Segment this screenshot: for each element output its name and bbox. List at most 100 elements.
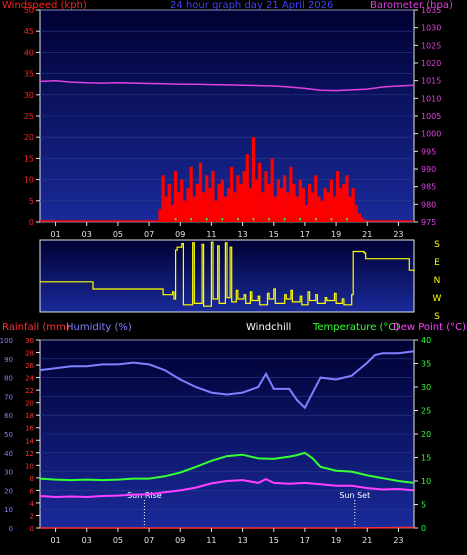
windchill-label: Windchill [246,322,291,333]
windspeed-bar [217,183,221,222]
windspeed-bar [208,188,212,222]
windspeed-bar [214,200,218,222]
windspeed-bar [332,196,337,222]
windspeed-tick-label: 35 [24,70,34,79]
windspeed-tick-label: 15 [24,154,34,163]
humidity-axis: 0 10 20 30 40 50 60 70 80 90 100 [0,337,13,533]
temperature-x-tick-label: 21 [362,536,372,545]
windspeed-bar [289,166,293,222]
barometer-tick-label: 1035 [421,6,441,15]
windspeed-tick-label: 20 [24,133,34,142]
windspeed-bar [198,162,203,222]
barometer-tick-label: 1015 [421,77,441,86]
humidity-line [39,350,415,410]
windspeed-tick-label: 5 [29,197,34,206]
barometer-tick-label: 1010 [421,94,441,103]
wind-x-tick-label: 05 [113,230,123,239]
windspeed-bar [192,196,196,222]
barometer-tick-label: 1030 [421,24,441,33]
windspeed-bar [195,183,199,222]
temperature-x-tick-label: 09 [175,536,185,545]
barometer-tick-label: 1005 [421,112,441,121]
windspeed-tick-label: 40 [24,48,34,57]
windspeed-bar [202,192,206,222]
sun-marker-label: Sun Set [339,491,370,500]
windspeed-bar [189,166,193,222]
wind-gust-mark [330,218,333,222]
windspeed-bar [283,175,287,222]
windspeed-bar [236,175,240,222]
windspeed-bar [251,137,256,222]
rainfall-line [40,526,415,529]
wind-gust-mark [221,218,224,222]
barometer-tick-label: 1020 [421,59,441,68]
compass-label: W [433,294,442,304]
temperature-x-axis: 01 03 05 07 09 11 13 15 17 19 21 23 [50,528,404,545]
rainfall-tick-label: 4 [30,500,35,508]
dewpoint-line [39,477,415,499]
humidity-tick-label: 20 [4,487,13,495]
wind-x-tick-label: 21 [362,230,372,239]
windspeed-bar [205,175,209,222]
windspeed-bar [161,175,165,222]
wind-gust-mark [252,218,255,222]
humidity-tick-label: 100 [0,337,13,345]
windspeed-tick-label: 50 [24,6,34,15]
humidity-axis-label: Humidity (%) [66,322,132,333]
wind-gust-mark [268,218,270,222]
wind-gust-mark [315,218,317,222]
windspeed-bar [301,188,305,222]
windspeed-bar [186,188,190,222]
sun-marker-label: Sun Rise [127,491,162,500]
rainfall-tick-label: 12 [25,450,34,458]
barometer-tick-label: 975 [421,218,436,227]
humidity-tick-label: 10 [4,506,13,514]
barometer-tick-label: 980 [421,200,436,209]
windspeed-bar [307,183,312,222]
barometer-tick-label: 1000 [421,130,441,139]
temperature-tick-label: 10 [421,477,431,486]
windspeed-bar [342,183,346,222]
windspeed-bar [267,183,271,222]
wind-gust-mark [346,218,348,222]
windspeed-bar [286,192,290,222]
wind-x-tick-label: 13 [237,230,247,239]
windspeed-bar [279,188,284,222]
temperature-x-tick-label: 11 [206,536,216,545]
windspeed-bar [314,175,318,222]
humidity-tick-label: 0 [9,525,13,533]
wind-x-axis: 01 03 05 07 09 11 13 15 17 19 21 23 [50,222,404,239]
windspeed-bar [270,158,274,222]
windspeed-bar [211,171,215,222]
barometer-axis-label: Barometer (hpa) [370,0,453,11]
humidity-tick-label: 60 [4,412,13,420]
temperature-x-tick-label: 01 [50,536,60,545]
dewpoint-axis-label: Dew Point (°C) [393,322,466,333]
wind-gust-mark [205,218,208,222]
rainfall-tick-label: 16 [25,425,34,433]
windspeed-bar [258,162,262,222]
windspeed-bar [357,213,362,222]
windspeed-bar [226,188,231,222]
windspeed-bar [360,217,365,222]
windspeed-tick-label: 25 [24,112,34,121]
windspeed-bar [170,205,175,222]
wind-gust-mark [174,218,177,222]
windspeed-bar [329,179,334,222]
wind-x-tick-label: 19 [331,230,341,239]
windspeed-bar [164,196,168,222]
wind-x-tick-label: 03 [82,230,92,239]
wind-gust-mark [237,218,239,222]
rainfall-tick-label: 14 [25,437,34,445]
compass-label: S [434,312,440,322]
wind-x-tick-label: 17 [300,230,310,239]
windspeed-bar [320,200,324,222]
windspeed-bar [298,179,302,222]
barometer-line [39,79,415,92]
windspeed-bar [345,175,349,222]
